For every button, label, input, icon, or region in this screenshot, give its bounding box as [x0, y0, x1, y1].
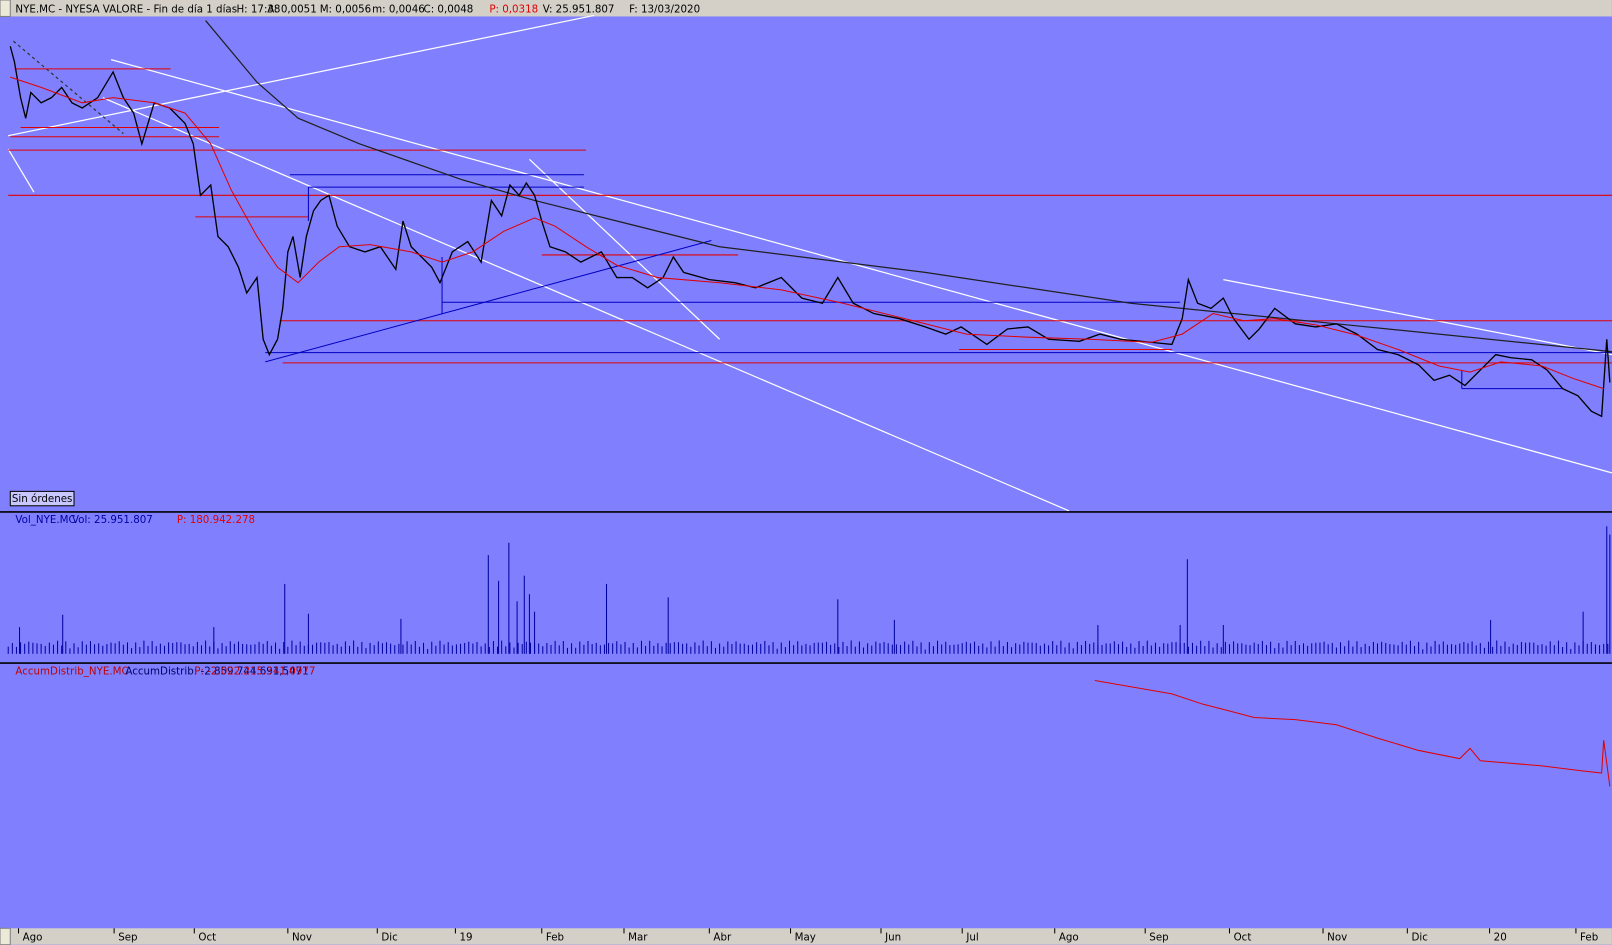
x-tick-label: Sep	[118, 932, 137, 944]
header-bar	[0, 0, 1612, 17]
volume-bars	[7, 526, 1611, 654]
header-field: M: 0,0056	[320, 3, 372, 15]
header-field: C: 0,0048	[424, 3, 474, 15]
x-tick-label: Nov	[1327, 932, 1347, 944]
x-tick-label: May	[795, 932, 816, 944]
header-field: H: 17:38	[236, 3, 280, 15]
price-line	[9, 46, 1611, 418]
x-tick-label: Jun	[884, 932, 901, 944]
texts: NYE.MC - NYESA VALORE - Fin de día 1 día…	[12, 3, 1598, 943]
trend-lines	[7, 14, 1612, 512]
x-tick-label: Abr	[713, 932, 732, 944]
header-field: m: 0,0046	[372, 3, 425, 15]
volume-label: P: 180.942.278	[177, 514, 255, 526]
x-tick-label: Ago	[23, 932, 43, 944]
x-tick-label: Feb	[546, 932, 564, 944]
long-average	[205, 20, 1612, 353]
x-tick-label: Dic	[381, 932, 397, 944]
x-tick-label: Dic	[1411, 932, 1427, 944]
x-axis-bar	[0, 928, 1612, 945]
accum-label: P: -2.022.215.341,0977	[194, 665, 315, 677]
header-field: A: 0,0051	[267, 3, 316, 15]
header-field: P: 0,0318	[489, 3, 538, 15]
x-tick-label: Feb	[1580, 932, 1598, 944]
accum-label: AccumDistrib: -2.859.744.691,5471	[125, 665, 308, 677]
short-average	[10, 76, 1604, 390]
x-tick-label: 20	[1494, 932, 1507, 944]
scroll-button	[0, 927, 11, 945]
x-tick-label: Nov	[292, 932, 312, 944]
x-tick-label: Ago	[1059, 932, 1079, 944]
volume-label: Vol: 25.951.807	[72, 514, 153, 526]
x-tick-label: 19	[460, 932, 473, 944]
support-lines	[8, 68, 1612, 364]
accum-label: AccumDistrib_NYE.MC	[15, 665, 128, 677]
x-tick-label: Mar	[628, 932, 648, 944]
header-button	[0, 0, 11, 17]
volume-label: Vol_NYE.MC	[15, 514, 75, 526]
header-field: V: 25.951.807	[543, 3, 615, 15]
header-field: NYE.MC - NYESA VALORE - Fin de día 1 día…	[15, 3, 237, 15]
no-orders-button[interactable]	[9, 490, 75, 507]
button-label[interactable]: Sin órdenes	[12, 493, 72, 505]
accum-line	[1094, 680, 1611, 787]
x-tick-label: Jul	[965, 932, 978, 944]
x-tick-label: Sep	[1149, 932, 1168, 944]
x-tick-label: Oct	[198, 932, 216, 944]
header-field: F: 13/03/2020	[629, 3, 700, 15]
x-tick-label: Oct	[1234, 932, 1252, 944]
